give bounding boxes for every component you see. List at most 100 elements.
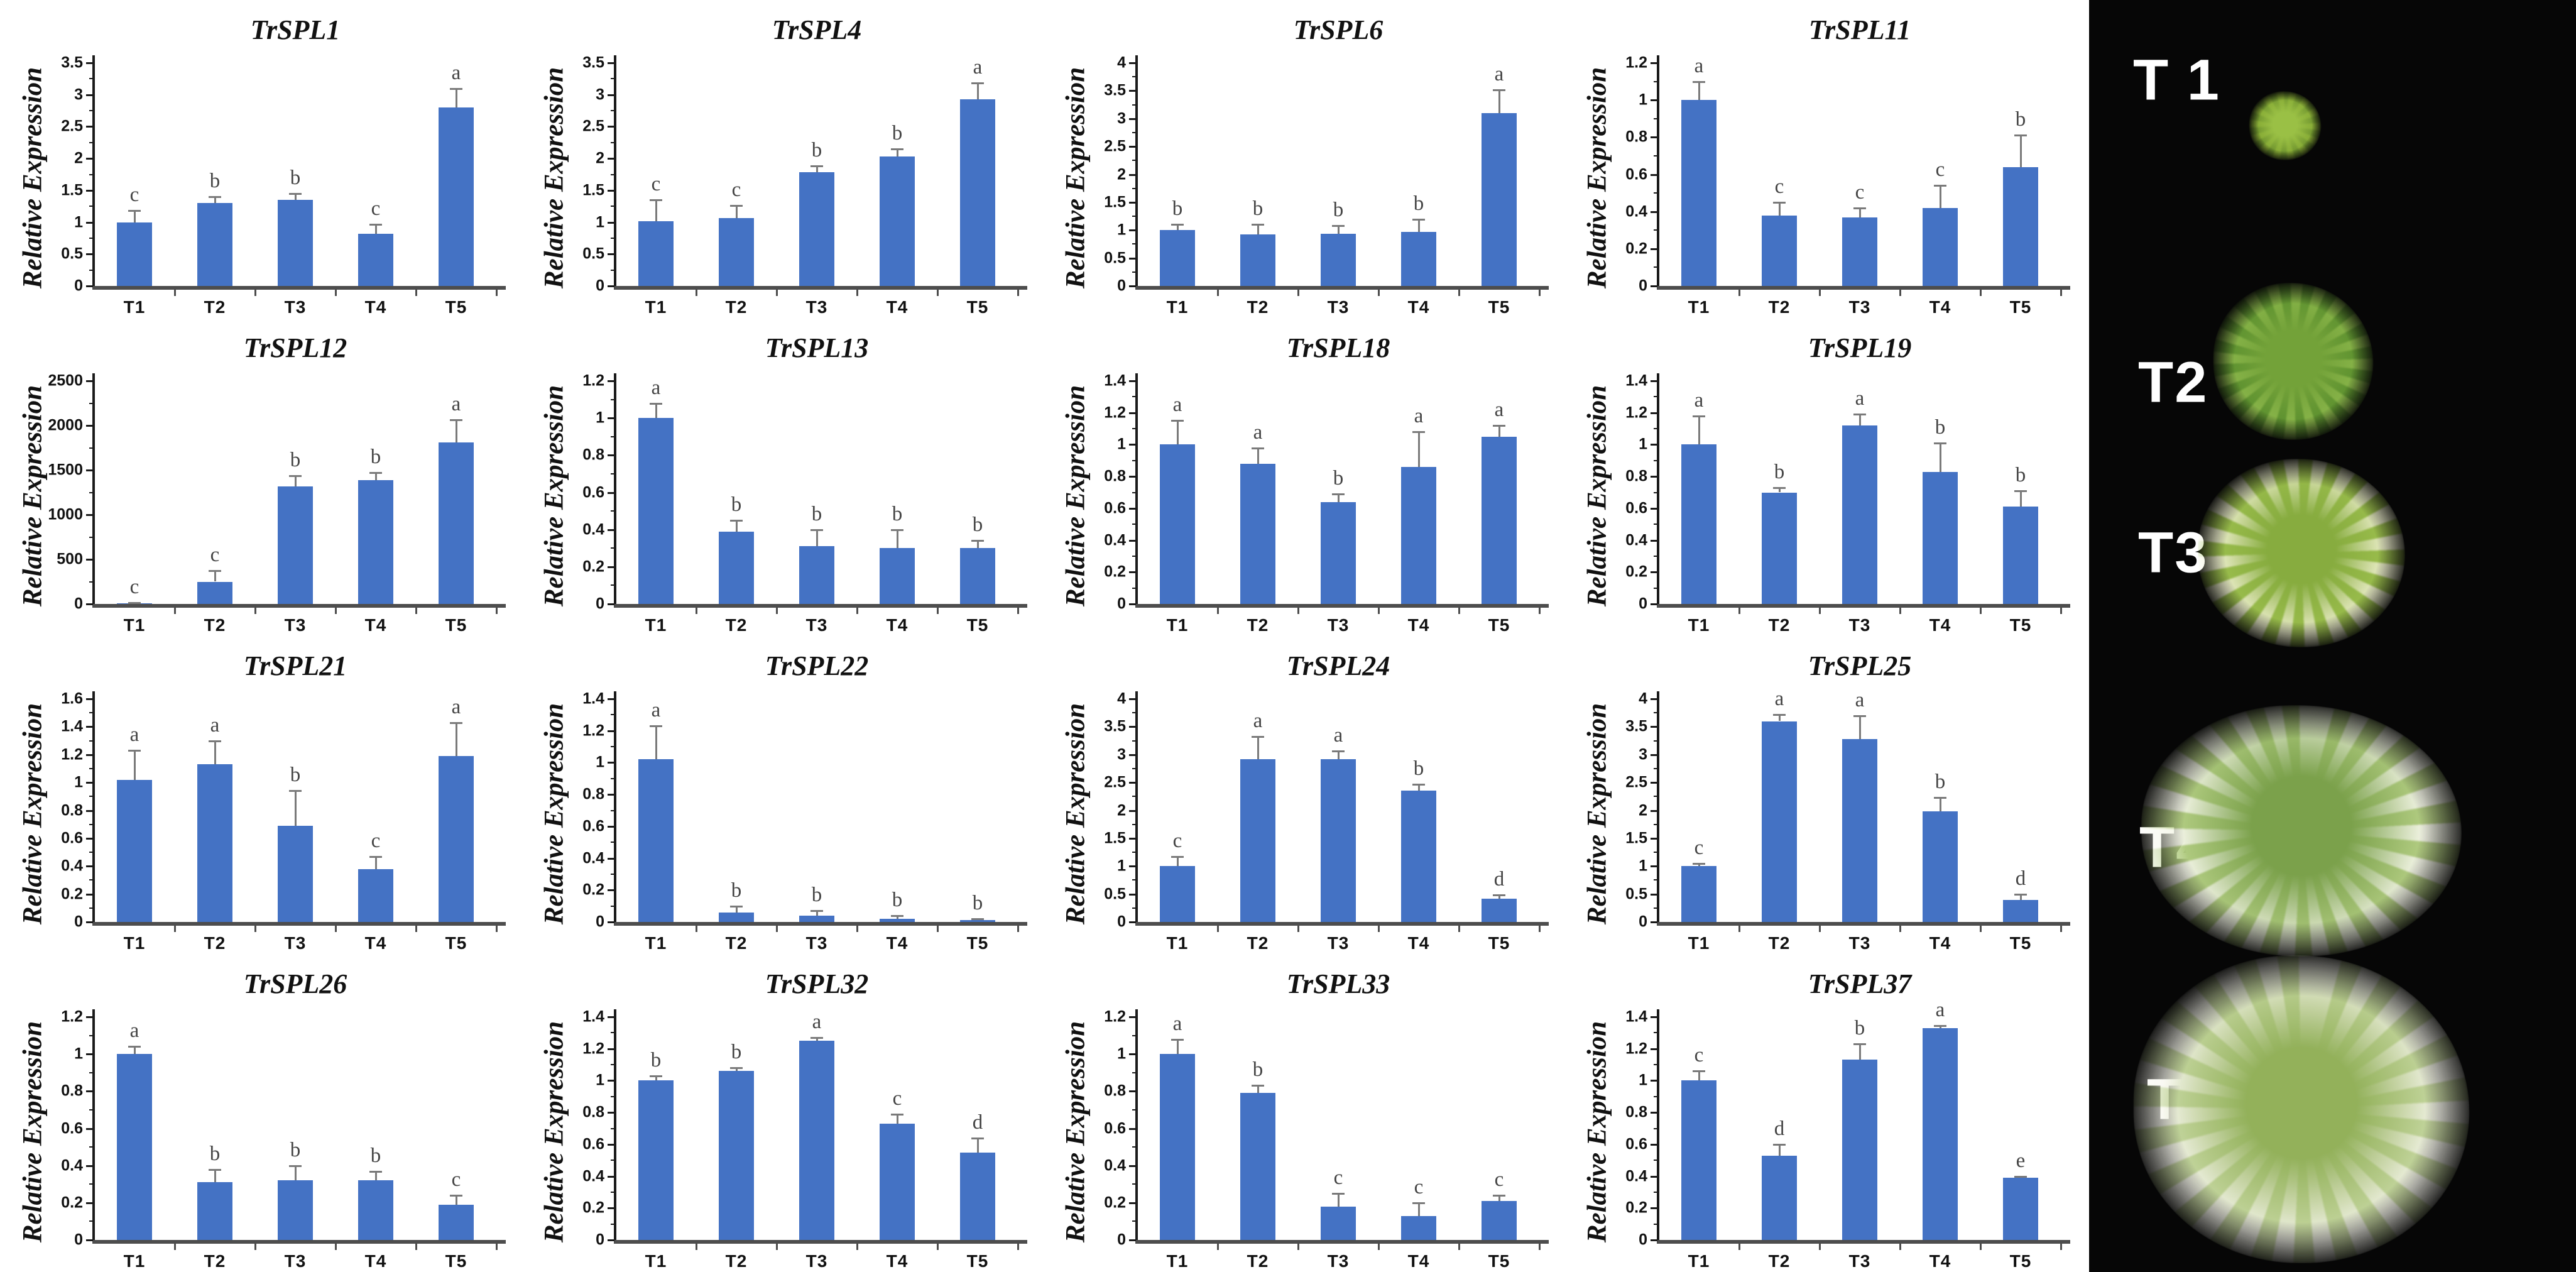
y-tick xyxy=(1651,865,1657,868)
y-axis-label: Relative Expression xyxy=(1582,1021,1612,1242)
error-bar-line xyxy=(214,1169,216,1183)
y-tick-label: 0 xyxy=(1639,1231,1647,1249)
error-bar-line xyxy=(375,473,377,480)
y-tick xyxy=(1129,257,1136,260)
error-bar-cap xyxy=(1412,783,1425,786)
y-minor-tick xyxy=(1654,907,1657,909)
flower-image-T1 xyxy=(2249,91,2322,160)
y-tick xyxy=(1651,1016,1657,1018)
y-axis-line xyxy=(92,373,95,604)
y-tick xyxy=(86,469,93,471)
x-tick xyxy=(1539,290,1541,296)
y-minor-tick xyxy=(89,536,93,538)
flower-image-T3 xyxy=(2198,459,2405,647)
y-axis-label: Relative Expression xyxy=(539,67,569,288)
y-tick-label: 1.5 xyxy=(1625,829,1647,847)
error-bar-cap xyxy=(289,474,302,477)
y-tick xyxy=(608,126,614,128)
sig-letter: a xyxy=(812,1010,822,1033)
y-minor-tick xyxy=(1132,907,1136,909)
error-bar-line xyxy=(1698,415,1700,445)
y-minor-tick xyxy=(1132,1183,1136,1185)
y-tick xyxy=(1129,507,1136,510)
bar-T3 xyxy=(1321,502,1356,604)
y-tick xyxy=(1651,1080,1657,1082)
chart-TrSPL37: TrSPL37 Relative Expression 0 0.2 0.4 0.6 0.8 1… xyxy=(1564,954,2086,1272)
sig-letter: a xyxy=(1253,420,1263,444)
chart-TrSPL4: TrSPL4 Relative Expression 0 0.5 1 1.5 2 2.5 3 3.… xyxy=(521,0,1043,318)
error-bar-line xyxy=(375,1171,377,1181)
x-tick-label: T1 xyxy=(1166,297,1189,317)
x-axis-line xyxy=(1135,286,1549,290)
y-tick-label: 3.5 xyxy=(61,53,83,72)
y-tick xyxy=(86,1202,93,1204)
y-tick-label: 0.5 xyxy=(1104,249,1126,267)
y-minor-tick xyxy=(1132,823,1136,825)
error-bar-line xyxy=(1940,798,1941,812)
x-tick-label: T4 xyxy=(1407,297,1430,317)
error-bar-line xyxy=(456,420,457,442)
chart-title: TrSPL4 xyxy=(772,14,862,45)
y-tick xyxy=(608,1048,614,1050)
error-bar-cap xyxy=(971,918,984,920)
y-minor-tick xyxy=(1654,428,1657,430)
y-tick xyxy=(86,380,93,382)
y-tick-label: 3.5 xyxy=(1104,81,1126,99)
error-bar-line xyxy=(1498,895,1500,899)
bar-T5 xyxy=(2003,1178,2038,1240)
y-tick xyxy=(86,782,93,784)
y-tick xyxy=(608,417,614,420)
y-tick-label: 1.5 xyxy=(1104,829,1126,847)
y-minor-tick xyxy=(611,510,614,512)
error-bar-line xyxy=(816,911,818,916)
y-tick xyxy=(1129,476,1136,478)
sig-letter: b xyxy=(2015,463,2026,486)
error-bar-cap xyxy=(730,905,743,907)
x-tick-label: T2 xyxy=(1768,297,1791,317)
x-tick xyxy=(1378,1244,1380,1250)
error-bar-cap xyxy=(1853,715,1866,717)
y-tick-label: 1 xyxy=(1117,435,1126,453)
y-tick-label: 0 xyxy=(596,1231,604,1249)
x-tick xyxy=(937,926,939,932)
sig-letter: a xyxy=(1935,998,1945,1021)
x-tick-label: T5 xyxy=(2009,1251,2032,1271)
chart-title: TrSPL25 xyxy=(1808,650,1912,681)
error-bar-line xyxy=(1498,89,1500,113)
bar-T1 xyxy=(1160,230,1195,286)
y-minor-tick xyxy=(89,1183,93,1185)
y-tick xyxy=(86,514,93,516)
x-tick-label: T1 xyxy=(1688,615,1710,635)
y-tick-label: 1.2 xyxy=(61,745,83,764)
y-tick xyxy=(608,491,614,494)
sig-letter: b xyxy=(892,888,903,911)
y-tick xyxy=(1651,754,1657,756)
x-tick-label: T3 xyxy=(805,297,828,317)
sig-letter: c xyxy=(371,197,381,220)
y-tick-label: 1 xyxy=(1117,857,1126,875)
x-tick-label: T1 xyxy=(123,297,146,317)
error-bar-line xyxy=(134,211,136,222)
y-tick xyxy=(1129,1090,1136,1093)
y-minor-tick xyxy=(89,402,93,404)
error-bar-cap xyxy=(209,740,221,742)
error-bar-line xyxy=(977,540,979,549)
sig-letter: b xyxy=(972,891,983,914)
y-minor-tick xyxy=(611,1160,614,1161)
y-axis-label: Relative Expression xyxy=(539,703,569,924)
bar-T1 xyxy=(117,1054,152,1240)
error-bar-cap xyxy=(1693,80,1705,83)
error-bar-cap xyxy=(1332,1193,1345,1195)
y-minor-tick xyxy=(1654,1095,1657,1097)
chart-TrSPL13: TrSPL13 Relative Expression 0 0.2 0.4 0.6 0.8 1… xyxy=(521,318,1043,636)
y-axis-line xyxy=(1135,691,1138,922)
bar-T3 xyxy=(1321,234,1356,286)
x-tick-label: T2 xyxy=(1247,615,1269,635)
chart-TrSPL1: TrSPL1 Relative Expression 0 0.5 1 1.5 2 2.5 3 3.… xyxy=(0,0,521,318)
y-tick-label: 1.2 xyxy=(1104,403,1126,422)
y-axis-line xyxy=(92,1009,95,1240)
sig-letter: a xyxy=(651,699,661,722)
y-tick-label: 1 xyxy=(596,213,604,231)
x-tick xyxy=(1017,290,1019,296)
error-bar-cap xyxy=(1934,1024,1946,1027)
